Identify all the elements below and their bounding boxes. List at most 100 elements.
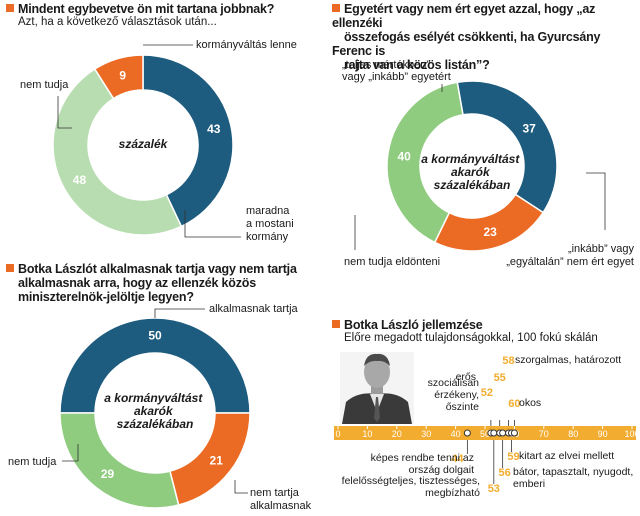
trait-label: kitart az elvei mellett [519, 450, 614, 462]
donut2-center-line3: százalékában [434, 178, 511, 192]
donut-value-label-0: 43 [207, 122, 221, 136]
donut-slice-2 [386, 81, 464, 244]
donut3-center-line1: a kormányváltást [104, 391, 203, 405]
donut-value-label-1: 48 [73, 173, 87, 187]
callout-kormanyvaltas: kormányváltás lenne [196, 39, 297, 51]
trait-label: szociálisan érzékeny, őszinte [428, 377, 480, 413]
panel2-title-line1: Egyetért vagy nem ért egyet azzal, hogy … [332, 2, 596, 30]
donut-slice-0 [456, 80, 558, 214]
callout-alkalmasnak: alkalmasnak tartja [209, 303, 299, 315]
title-bullet-icon [6, 264, 14, 272]
trait-value: 59 [507, 451, 519, 463]
panel-gyurcsany-question: Egyetért vagy nem ért egyet azzal, hogy … [332, 2, 637, 72]
callout-maradna: maradna a mostani kormány [246, 205, 294, 243]
scale-bar [334, 426, 636, 440]
panel4-title-text: Botka László jellemzése [344, 318, 483, 332]
trait-label: bátor, tapasztalt, nyugodt, emberi [513, 466, 633, 490]
trait-label: felelősségteljes, tisztességes, megbízhat… [342, 475, 480, 499]
callout-nem-tudja-1: nem tudja [20, 79, 69, 91]
donut-value-label-2: 40 [397, 149, 411, 163]
panel-botka-suitability: Botka Lászlót alkalmasnak tartja vagy ne… [6, 262, 321, 304]
panel2-title-line3: rajta van a közös listán”? [344, 58, 490, 72]
panel1-subtitle: Azt, ha a következő választások után... [18, 16, 217, 28]
donut-value-label-0: 50 [148, 329, 162, 343]
donut1-center-label: százalék [119, 137, 169, 151]
panel2-title-line2: összefogás esélyét csökkenti, ha Gyurcsá… [332, 30, 601, 58]
donut3-center-label: a kormányváltást akarók százalékában [104, 391, 205, 431]
donut-chart-botka-suitability: 50 21 29 [59, 317, 251, 509]
scale-tick-label: 50 [480, 429, 490, 439]
trait-label: szorgalmas, határozott [515, 354, 621, 366]
trait-label: erős [456, 371, 476, 383]
panel3-title-line1: Botka Lászlót alkalmasnak tartja vagy ne… [18, 262, 297, 276]
trait-label: okos [519, 397, 541, 409]
scale-tick-label: 0 [335, 429, 340, 439]
donut-value-label-2: 9 [119, 68, 126, 82]
trait-marker [507, 429, 515, 437]
donut3-callouts [62, 308, 248, 494]
scale-tick-label: 10 [362, 429, 372, 439]
panel4-title: Botka László jellemzése [332, 318, 637, 332]
trait-value: 60 [508, 398, 520, 410]
botka-portrait [340, 352, 414, 424]
donut-value-label-2: 29 [101, 467, 115, 481]
trait-value: 55 [494, 372, 506, 384]
donut2-center-line2: akarók [451, 165, 491, 179]
donut-slice-1 [433, 193, 545, 252]
panel-government-preference: Mindent egybevetve ön mit tartana jobbna… [6, 2, 316, 29]
trait-value: 52 [481, 387, 493, 399]
panel3-title: Botka Lászlót alkalmasnak tartja vagy ne… [6, 262, 321, 304]
scale-tick-label: 90 [598, 429, 608, 439]
panel3-title-line3: miniszterelnök-jelöltje legyen? [18, 290, 194, 304]
callout-nem-ert-egyet: „inkább” vagy „egyáltalán” nem ért egyet [506, 243, 634, 268]
panel4-subtitle: Előre megadott tulajdonságokkal, 100 fok… [344, 332, 598, 344]
donut-slice-0 [59, 317, 251, 414]
trait-marker [490, 429, 498, 437]
callout-nem-alkalmas: nem tartja alkalmasnak [250, 487, 312, 512]
donut1-callouts [57, 44, 241, 238]
donut-slice-0 [142, 54, 234, 228]
scale-tick-label: 60 [509, 429, 519, 439]
panel-botka-traits: Botka László jellemzése Előre megadott t… [332, 318, 637, 345]
donut-value-label-0: 37 [523, 121, 537, 135]
scale-tick-label: 70 [539, 429, 549, 439]
donut-chart-gyurcsany: 37 23 40 [386, 80, 558, 252]
donut2-callouts [354, 84, 606, 250]
scale-tick-label: 30 [421, 429, 431, 439]
panel3-title-line2: alkalmasnak arra, hogy az ellenzék közös [18, 276, 256, 290]
callout-nem-tudja-3: nem tudja [8, 456, 57, 468]
trait-value: 53 [488, 483, 500, 495]
donut-value-label-1: 21 [210, 454, 224, 468]
trait-marker [505, 429, 513, 437]
title-bullet-icon [332, 320, 340, 328]
donut3-center-line3: százalékában [117, 417, 194, 431]
trait-marker [463, 429, 471, 437]
trait-label: képes rendbe tenni az ország dolgait [371, 452, 474, 476]
trait-marker [487, 429, 495, 437]
donut2-center-line1: a kormányváltást [421, 152, 520, 166]
title-bullet-icon [332, 4, 340, 12]
trait-value: 56 [499, 467, 511, 479]
donut-chart-government-preference: 43 48 9 [52, 54, 234, 236]
donut-value-label-1: 23 [484, 225, 498, 239]
donut2-center-label: a kormányváltást akarók százalékában [421, 152, 522, 192]
panel1-title-text: Mindent egybevetve ön mit tartana jobbna… [18, 2, 275, 16]
trait-marker [499, 429, 507, 437]
donut-slice-2 [93, 54, 144, 100]
scale-tick-label: 40 [451, 429, 461, 439]
callout-nem-tudja-eldonteni: nem tudja eldönteni [344, 256, 440, 268]
panel2-title: Egyetért vagy nem ért egyet azzal, hogy … [332, 2, 637, 72]
donut3-center-line2: akarók [134, 404, 174, 418]
scale-tick-label: 20 [392, 429, 402, 439]
trait-marker [510, 429, 518, 437]
donut-slice-1 [169, 412, 251, 506]
trait-value: 44 [451, 453, 464, 465]
donut-slice-1 [52, 67, 183, 236]
panel1-title: Mindent egybevetve ön mit tartana jobbna… [6, 2, 316, 16]
trait-marker [496, 429, 504, 437]
title-bullet-icon [6, 4, 14, 12]
trait-value: 58 [502, 355, 514, 367]
donut-slice-2 [59, 412, 180, 509]
